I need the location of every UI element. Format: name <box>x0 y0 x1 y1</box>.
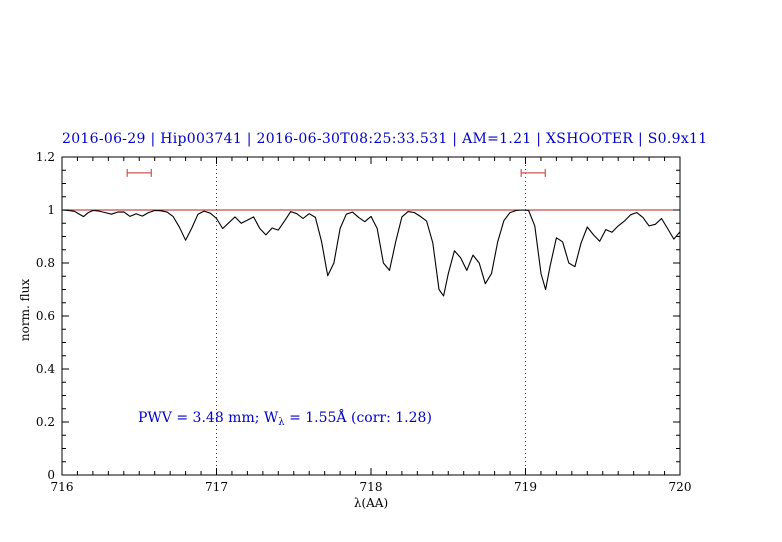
axis-ticks <box>61 156 681 476</box>
tick-label: 718 <box>360 480 383 494</box>
tick-label: 0 <box>47 468 55 482</box>
tick-label: 0.8 <box>36 256 55 270</box>
tick-labels: 716 717 718 719 720 0 0.2 0.4 0.6 0.8 1 1.2 <box>36 150 692 494</box>
pwv-annotation-lambda-subscript: λ <box>278 417 285 428</box>
tick-label: 0.2 <box>36 415 55 429</box>
tick-label: 1 <box>47 203 55 217</box>
tick-label: 0.4 <box>36 362 55 376</box>
tick-label: 716 <box>51 480 74 494</box>
tick-label: 1.2 <box>36 150 55 164</box>
tick-label: 0.6 <box>36 309 55 323</box>
y-axis-label: norm. flux <box>18 278 32 342</box>
pwv-annotation-suffix: = 1.55Å (corr: 1.28) <box>284 410 432 426</box>
chart-title: 2016-06-29 | Hip003741 | 2016-06-30T08:2… <box>62 131 708 147</box>
x-axis-label: λ(AA) <box>353 496 389 510</box>
pwv-annotation: PWV = 3.48 mm; Wλ = 1.55Å (corr: 1.28) <box>138 410 432 428</box>
spectrum-line <box>61 209 681 297</box>
pwv-annotation-prefix: PWV = 3.48 mm; W <box>138 410 279 426</box>
tick-label: 719 <box>514 480 537 494</box>
tick-label: 720 <box>669 480 692 494</box>
tick-label: 717 <box>205 480 228 494</box>
pwv-markers <box>126 168 546 177</box>
